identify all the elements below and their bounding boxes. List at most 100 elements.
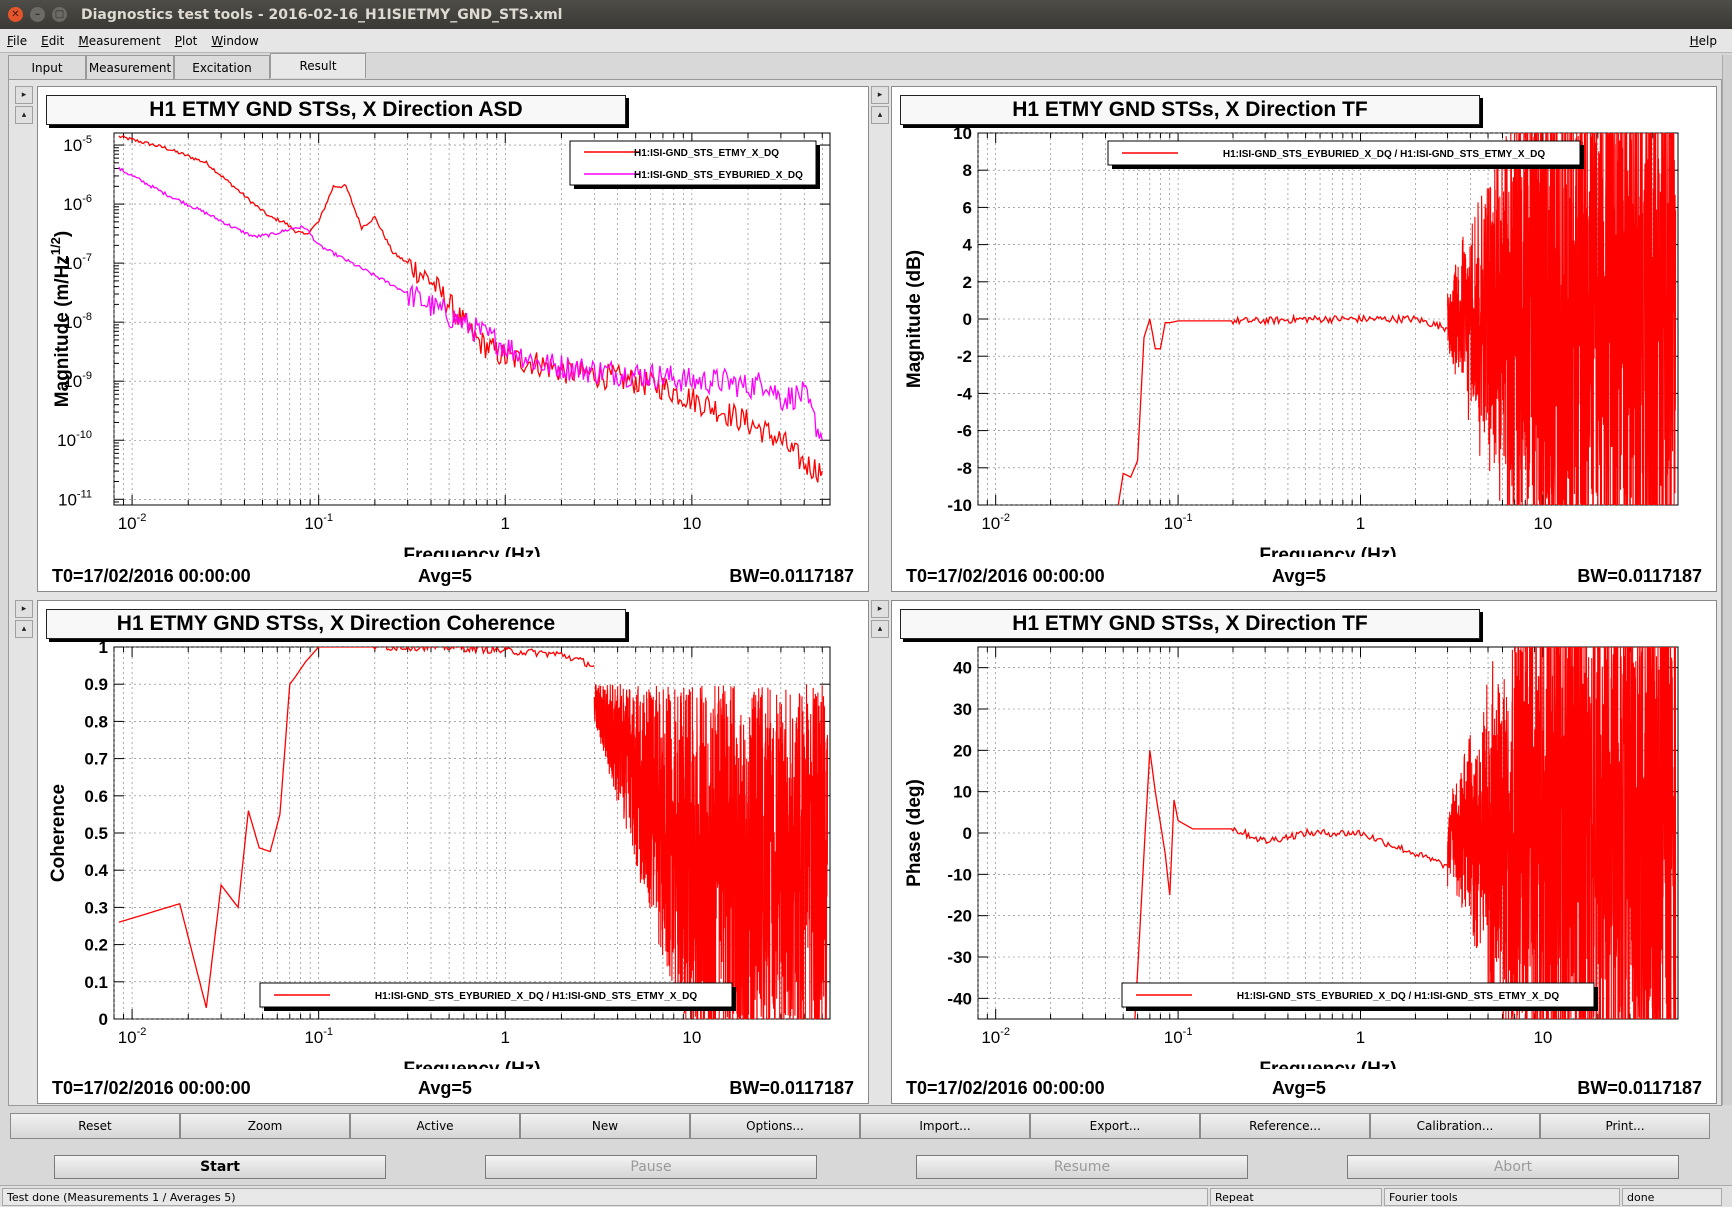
y-tick-label: 0.8 [84, 712, 108, 731]
y-axis-label: Magnitude (dB) [904, 250, 925, 388]
right-arrow-icon[interactable]: ▸ [871, 86, 889, 104]
right-arrow-icon[interactable]: ▸ [871, 600, 889, 618]
x-tick-label: 10-2 [118, 1026, 147, 1047]
reference-button[interactable]: Reference... [1200, 1113, 1370, 1139]
y-axis-label: Coherence [48, 784, 69, 882]
action-bar: Start Pause Resume Abort [0, 1152, 1732, 1182]
tab-result[interactable]: Result [270, 53, 366, 78]
up-arrow-icon[interactable]: ▴ [871, 106, 889, 124]
series-line [1117, 313, 1448, 505]
active-button[interactable]: Active [350, 1113, 520, 1139]
up-arrow-icon[interactable]: ▴ [15, 620, 33, 638]
plot-panel-tf-magnitude[interactable]: 10-2 10-1 1 10 10 8 6 4 2 0 -2 -4 -6 -8 -10 Frequency (… [891, 86, 1717, 592]
x-tick-label: 1 [1356, 1028, 1365, 1047]
x-tick-exponent: -2 [1000, 512, 1010, 524]
coherence-chart[interactable]: 10-2 10-1 1 10 1 0.9 0.8 0.7 0.6 0.5 0.4 0.3 0.2 0.1 0… [38, 601, 870, 1069]
y-tick-label: 0.1 [84, 973, 108, 992]
series-line [1134, 750, 1449, 1019]
import-button[interactable]: Import... [860, 1113, 1030, 1139]
x-tick-label: 1 [1356, 514, 1365, 533]
menu-window[interactable]: Window [211, 33, 259, 48]
status-tool: Fourier tools [1384, 1188, 1620, 1206]
y-tick-label: 0 [99, 1010, 108, 1029]
legend-entry: H1:ISI-GND_STS_EYBURIED_X_DQ / H1:ISI-GN… [1223, 149, 1546, 160]
zoom-button[interactable]: Zoom [180, 1113, 350, 1139]
noise-trace [1447, 647, 1677, 1019]
menu-help[interactable]: Help [1689, 33, 1717, 48]
menu-measurement[interactable]: Measurement [78, 33, 161, 48]
print-button[interactable]: Print... [1540, 1113, 1710, 1139]
y-tick-label: -4 [957, 384, 973, 403]
plot-t0: T0=17/02/2016 00:00:00 [906, 566, 1105, 586]
tab-measurement[interactable]: Measurement [86, 55, 174, 79]
plot-panel-tf-phase[interactable]: 10-2 10-1 1 10 40 30 20 10 0 -10 -20 -30 -40 Frequenc… [891, 600, 1717, 1104]
tab-excitation[interactable]: Excitation [174, 55, 270, 79]
menu-file[interactable]: File [7, 33, 28, 48]
y-tick-label: -8 [957, 459, 972, 478]
pause-button[interactable]: Pause [485, 1155, 817, 1179]
x-tick-label: 10 [682, 514, 701, 533]
tf-phase-chart[interactable]: 10-2 10-1 1 10 40 30 20 10 0 -10 -20 -30 -40 Frequenc… [892, 601, 1718, 1069]
plot-panel-coherence[interactable]: 10-2 10-1 1 10 1 0.9 0.8 0.7 0.6 0.5 0.4 0.3 0.2 0.1 0… [37, 600, 869, 1104]
y-tick-label: 0 [963, 824, 972, 843]
x-tick-label: 1 [501, 1028, 510, 1047]
y-tick-label: -6 [957, 422, 972, 441]
x-axis-label: Frequency (Hz) [403, 545, 540, 557]
maximize-icon[interactable]: □ [52, 7, 67, 22]
export-button[interactable]: Export... [1030, 1113, 1200, 1139]
plot-t0: T0=17/02/2016 00:00:00 [52, 1078, 251, 1098]
menu-edit[interactable]: Edit [41, 33, 65, 48]
x-tick-label: 10-1 [304, 512, 333, 533]
y-tick-label: 0.9 [84, 675, 108, 694]
y-axis-label: Phase (deg) [904, 779, 925, 887]
tab-input[interactable]: Input [8, 55, 86, 79]
reset-button[interactable]: Reset [10, 1113, 180, 1139]
right-arrow-icon[interactable]: ▸ [15, 86, 33, 104]
plot-toolbar: Reset Zoom Active New Options... Import.… [10, 1113, 1710, 1139]
y-tick-label: 10-10 [57, 429, 92, 450]
y-tick-label: 20 [953, 741, 972, 760]
plot-title: H1 ETMY GND STSs, X Direction ASD [46, 95, 626, 125]
options-button[interactable]: Options... [690, 1113, 860, 1139]
y-tick-label: 10 [953, 124, 972, 143]
y-tick-label: 2 [963, 273, 972, 292]
noise-trace [593, 684, 829, 1019]
plot-t0: T0=17/02/2016 00:00:00 [52, 566, 251, 586]
y-tick-label: 0.2 [84, 936, 108, 955]
y-tick-exponent: -9 [82, 370, 92, 382]
abort-button[interactable]: Abort [1347, 1155, 1679, 1179]
calibration-button[interactable]: Calibration... [1370, 1113, 1540, 1139]
window-scrollbar[interactable] [1722, 55, 1732, 1105]
x-tick-exponent: -1 [1183, 512, 1193, 524]
legend-box [259, 982, 733, 1008]
traces [1117, 133, 1677, 505]
window-titlebar: ✕ – □ Diagnostics test tools - 2016-02-1… [0, 0, 1732, 29]
new-button[interactable]: New [520, 1113, 690, 1139]
up-arrow-icon[interactable]: ▴ [871, 620, 889, 638]
result-area: ▸ ▴ ▸ ▴ ▸ ▴ ▸ ▴ 10-2 10-1 1 10 10-5 10-6 10-7 1… [8, 79, 1722, 1106]
start-button[interactable]: Start [54, 1155, 386, 1179]
traces [118, 134, 823, 483]
legend-box [1121, 982, 1595, 1008]
y-tick-label: 0.6 [84, 787, 108, 806]
up-arrow-icon[interactable]: ▴ [15, 106, 33, 124]
y-tick-label: 40 [953, 659, 972, 678]
resume-button[interactable]: Resume [916, 1155, 1248, 1179]
y-tick-label: 8 [963, 161, 972, 180]
y-tick-label: 6 [963, 198, 972, 217]
status-bar: Test done (Measurements 1 / Averages 5) … [0, 1185, 1732, 1207]
series-line [118, 166, 823, 441]
series-line [118, 134, 823, 483]
close-icon[interactable]: ✕ [8, 7, 23, 22]
x-tick-label: 10 [682, 1028, 701, 1047]
y-axis-label-close: ) [52, 231, 73, 237]
minimize-icon[interactable]: – [30, 7, 45, 22]
tf-magnitude-chart[interactable]: 10-2 10-1 1 10 10 8 6 4 2 0 -2 -4 -6 -8 -10 Frequency (… [892, 87, 1718, 557]
plot-panel-asd[interactable]: 10-2 10-1 1 10 10-5 10-6 10-7 10-8 10-9 10-10 10-1… [37, 86, 869, 592]
panel-arrows-bottom-left: ▸ ▴ [15, 600, 33, 640]
menu-plot[interactable]: Plot [174, 33, 198, 48]
asd-chart[interactable]: 10-2 10-1 1 1010-510-610-710-810-910-1010-1… [38, 87, 870, 557]
panel-arrows-bottom-right: ▸ ▴ [871, 600, 889, 640]
right-arrow-icon[interactable]: ▸ [15, 600, 33, 618]
window-title: Diagnostics test tools - 2016-02-16_H1IS… [81, 6, 563, 23]
